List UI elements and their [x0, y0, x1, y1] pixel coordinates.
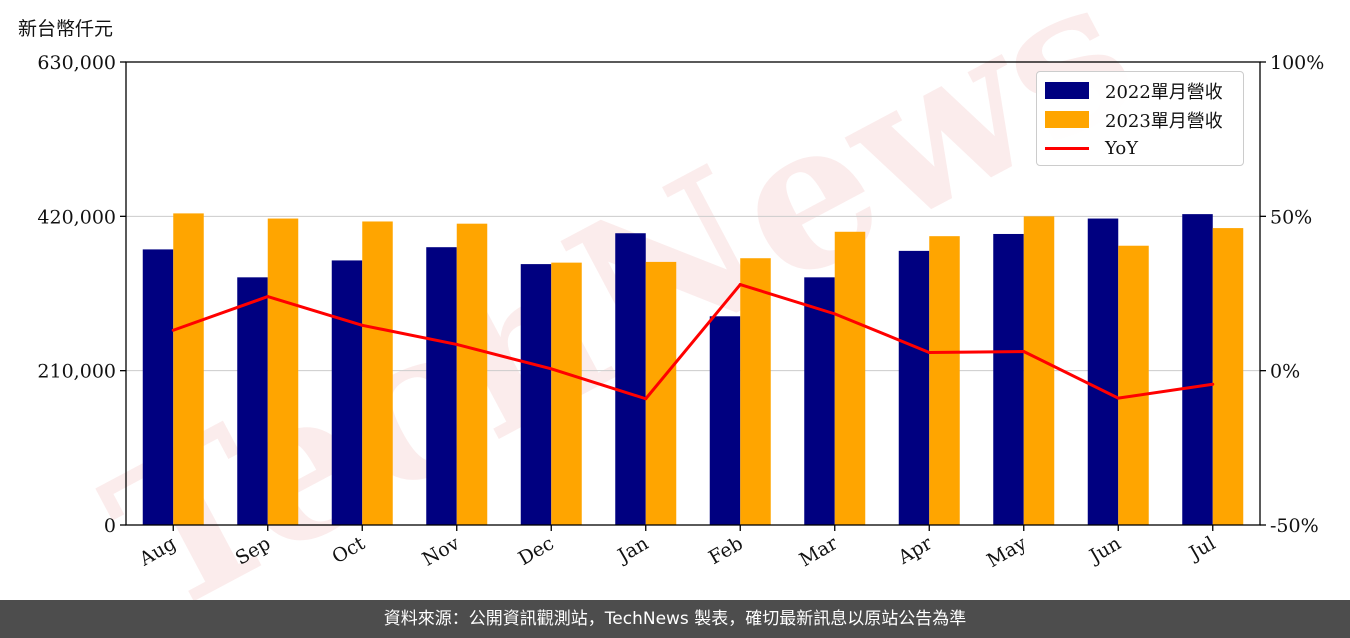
legend-label-2022: 2022單月營收 [1105, 81, 1223, 103]
yoy-point-jan [644, 397, 648, 401]
x-tick-label-feb: Feb [705, 532, 747, 569]
y-axis-unit-label: 新台幣仟元 [18, 18, 114, 40]
yoy-point-dec [549, 367, 553, 371]
legend-line-yoy [1045, 147, 1089, 150]
legend-label-2023: 2023單月營收 [1105, 110, 1223, 132]
legend-item-yoy: YoY [1045, 134, 1235, 163]
x-tick-label-jun: Jun [1084, 532, 1125, 568]
bar-2023-may [1023, 216, 1055, 526]
legend-label-yoy: YoY [1105, 138, 1139, 159]
yoy-point-nov [455, 342, 459, 346]
bar-2023-nov [456, 223, 488, 525]
bar-2022-feb [709, 316, 741, 525]
right-tick-label-1: 0% [1270, 361, 1300, 383]
right-tick-label-2: 50% [1270, 206, 1312, 228]
bar-2023-aug [173, 213, 204, 525]
bar-2022-oct [331, 260, 363, 525]
bar-2022-aug [142, 249, 174, 525]
right-tick-label-0: -50% [1270, 515, 1319, 537]
yoy-point-apr [927, 350, 931, 354]
legend-item-2023: 2023單月營收 [1045, 105, 1235, 134]
bar-2023-feb [740, 258, 771, 525]
left-tick-label-1: 210,000 [37, 361, 116, 383]
yoy-point-jul [1211, 382, 1215, 386]
x-tick-label-jul: Jul [1184, 532, 1219, 565]
yoy-point-sep [266, 295, 270, 299]
bar-2022-may [993, 233, 1024, 525]
bar-2022-jul [1182, 214, 1213, 525]
plot-frame [125, 61, 1261, 526]
bars [142, 213, 1244, 526]
bar-2022-nov [426, 247, 457, 525]
yoy-point-aug [171, 328, 175, 332]
yoy-point-jun [1116, 396, 1120, 400]
bar-2023-oct [362, 221, 393, 525]
bar-2022-sep [237, 277, 268, 525]
bar-2022-apr [898, 250, 930, 525]
yoy-line [172, 283, 1213, 401]
x-tick-label-may: May [983, 532, 1030, 572]
yoy-point-oct [360, 323, 364, 327]
left-tick-label-3: 630,000 [37, 52, 116, 74]
bar-2023-jun [1118, 245, 1149, 525]
revenue-chart: TechNews 0210,000420,000630,000-50%0%50%… [37, 0, 1324, 600]
bar-2022-jan [615, 233, 646, 525]
bar-2023-sep [267, 218, 299, 526]
left-tick-label-0: 0 [104, 515, 116, 537]
bar-2023-dec [551, 262, 582, 525]
legend-item-2022: 2022單月營收 [1045, 76, 1235, 105]
x-tick-label-jan: Jan [613, 532, 653, 568]
bar-2022-mar [804, 277, 835, 525]
right-tick-label-3: 100% [1270, 52, 1324, 74]
bar-2023-mar [834, 231, 866, 525]
legend-swatch-2022 [1045, 82, 1089, 99]
x-tick-label-nov: Nov [419, 532, 464, 571]
x-tick-label-mar: Mar [796, 532, 842, 571]
legend: 2022單月營收 2023單月營收 YoY [1036, 71, 1244, 166]
yoy-point-mar [833, 312, 837, 316]
bar-2023-apr [929, 236, 960, 525]
yoy-point-may [1022, 350, 1026, 354]
source-footer: 資料來源：公開資訊觀測站，TechNews 製表，確切最新訊息以原站公告為準 [0, 600, 1350, 638]
yoy-point-feb [738, 283, 742, 287]
bar-2022-jun [1087, 218, 1119, 526]
x-tick-label-dec: Dec [515, 532, 558, 570]
x-tick-label-apr: Apr [894, 532, 937, 569]
left-tick-label-2: 420,000 [37, 206, 116, 228]
yoy-line-layer [171, 283, 1215, 401]
legend-swatch-2023 [1045, 111, 1089, 128]
bar-2023-jul [1212, 228, 1244, 526]
bar-2022-dec [520, 264, 552, 525]
